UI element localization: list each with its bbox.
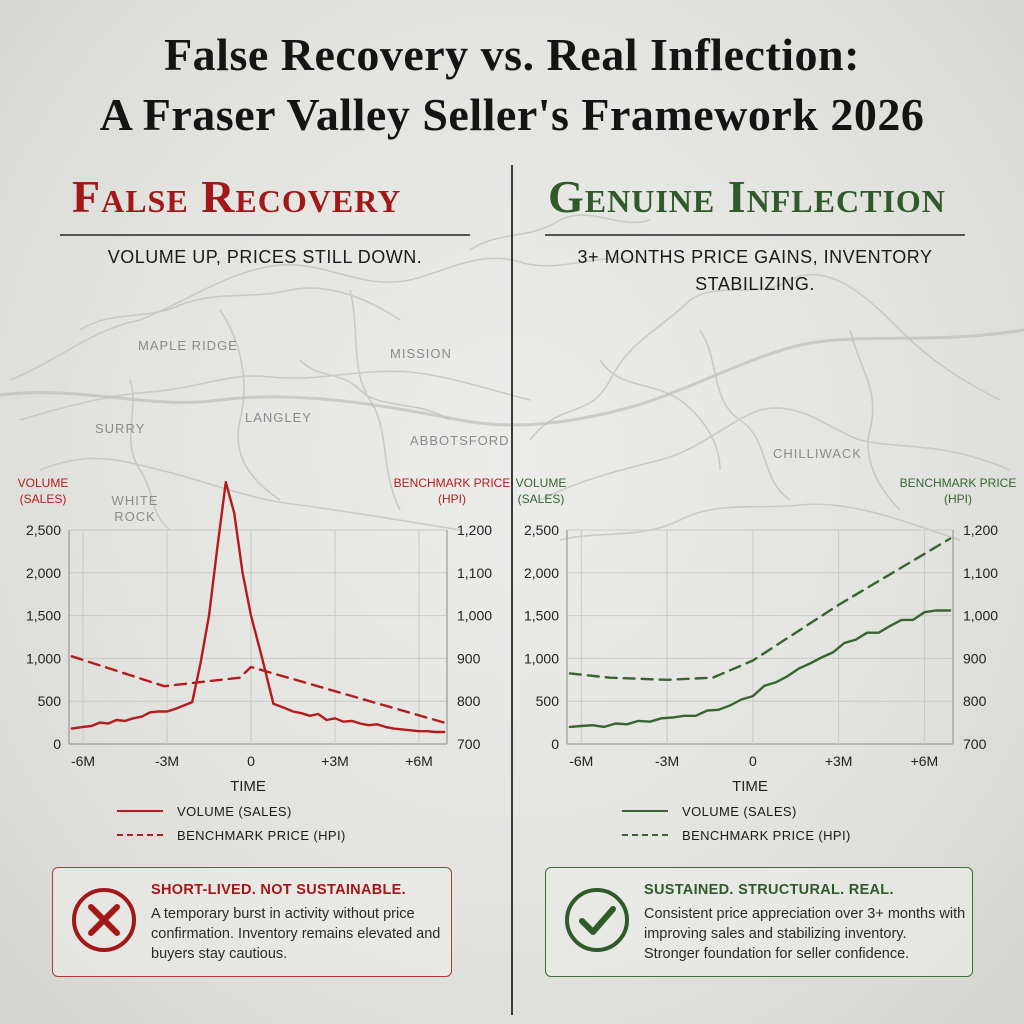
x-tick-label: 0	[749, 753, 757, 769]
y-tick-label-right: 1,000	[457, 608, 492, 624]
page-title-line-2: A Fraser Valley Seller's Framework 2026	[99, 89, 925, 140]
legend-dashed-line	[117, 834, 163, 836]
verdict-text: A temporary burst in activity without pr…	[151, 906, 441, 962]
legend-solid-line	[622, 810, 668, 812]
false-recovery-subtitle: VOLUME UP, PRICES STILL DOWN.	[107, 247, 423, 267]
map-label-surry: SURRY	[95, 421, 146, 436]
legend-label-volume: VOLUME (SALES)	[177, 803, 292, 819]
page-title-line-1: False Recovery vs. Real Inflection:	[164, 29, 860, 80]
y-tick-label-left: 0	[53, 736, 61, 752]
map-label-white-rock: WHITE ROCK	[111, 493, 159, 524]
genuine-inflection-heading: Genuine Inflection	[548, 171, 946, 222]
x-tick-label: +6M	[405, 753, 433, 769]
map-label-mission: MISSION	[390, 346, 452, 361]
legend-solid-line	[117, 810, 163, 812]
benchmark-price-line	[568, 537, 952, 681]
legend-item-price: BENCHMARK PRICE (HPI)	[622, 823, 851, 847]
y-tick-label-right: 800	[457, 693, 481, 709]
x-tick-label: +6M	[911, 753, 939, 769]
x-axis-title: TIME	[230, 778, 266, 795]
y-tick-label-left: 0	[551, 736, 559, 752]
x-tick-label: -3M	[655, 753, 679, 769]
y-tick-label-left: 1,500	[524, 608, 559, 624]
check-circle-icon	[565, 888, 629, 952]
y-tick-label-left: 500	[38, 693, 62, 709]
right-heading-rule	[545, 234, 965, 236]
benchmark-price-line	[70, 655, 446, 724]
y-tick-label-right: 1,000	[963, 608, 998, 624]
false-recovery-heading: False Recovery	[72, 171, 402, 222]
y-tick-label-left: 2,000	[524, 565, 559, 581]
genuine-inflection-verdict-box: SUSTAINED. STRUCTURAL. REAL. Consistent …	[545, 867, 973, 977]
verdict-heading: SUSTAINED. STRUCTURAL. REAL.	[644, 882, 894, 898]
legend-item-price: BENCHMARK PRICE (HPI)	[117, 823, 346, 847]
y-tick-label-right: 800	[963, 693, 987, 709]
x-tick-label: -6M	[569, 753, 593, 769]
x-tick-label: -6M	[71, 753, 95, 769]
verdict-heading: SHORT-LIVED. NOT SUSTAINABLE.	[151, 882, 406, 898]
y-tick-label-left: 2,000	[26, 565, 61, 581]
y-axis-title-left: VOLUME	[18, 476, 69, 490]
y-axis-title-left: VOLUME	[516, 476, 567, 490]
genuine-inflection-legend: VOLUME (SALES) BENCHMARK PRICE (HPI)	[622, 799, 851, 847]
y-tick-label-left: 2,500	[26, 522, 61, 538]
y-tick-label-left: 1,000	[524, 650, 559, 666]
x-circle-icon	[72, 888, 136, 952]
volume-sales-line	[70, 480, 446, 734]
false-recovery-verdict-box: SHORT-LIVED. NOT SUSTAINABLE. A temporar…	[52, 867, 452, 977]
y-tick-label-left: 1,000	[26, 650, 61, 666]
left-heading-rule	[60, 234, 470, 236]
legend-label-price: BENCHMARK PRICE (HPI)	[177, 827, 346, 843]
y-tick-label-right: 1,100	[963, 565, 998, 581]
center-divider	[511, 165, 513, 1015]
map-label-maple-ridge: MAPLE RIDGE	[138, 338, 238, 353]
y-tick-label-left: 1,500	[26, 608, 61, 624]
false-recovery-legend: VOLUME (SALES) BENCHMARK PRICE (HPI)	[117, 799, 346, 847]
x-tick-label: +3M	[321, 753, 349, 769]
x-tick-label: -3M	[155, 753, 179, 769]
legend-label-price: BENCHMARK PRICE (HPI)	[682, 827, 851, 843]
verdict-text: Consistent price appreciation over 3+ mo…	[644, 906, 966, 962]
map-label-chilliwack: CHILLIWACK	[773, 446, 862, 461]
legend-item-volume: VOLUME (SALES)	[117, 799, 346, 823]
y-axis-title-right: BENCHMARK PRICE	[394, 476, 511, 490]
y-axis-title-left-line2: (SALES)	[518, 492, 565, 506]
genuine-inflection-subtitle: 3+ MONTHS PRICE GAINS, INVENTORY STABILI…	[577, 247, 933, 294]
x-tick-label: 0	[247, 753, 255, 769]
x-axis-title: TIME	[732, 778, 768, 795]
volume-sales-line	[568, 609, 952, 729]
legend-item-volume: VOLUME (SALES)	[622, 799, 851, 823]
y-axis-title-right-line2: (HPI)	[944, 492, 972, 506]
y-tick-label-right: 900	[457, 650, 481, 666]
y-tick-label-right: 700	[457, 736, 481, 752]
map-label-langley: LANGLEY	[245, 410, 312, 425]
legend-label-volume: VOLUME (SALES)	[682, 803, 797, 819]
y-tick-label-right: 900	[963, 650, 987, 666]
y-axis-title-right: BENCHMARK PRICE	[900, 476, 1017, 490]
legend-dashed-line	[622, 834, 668, 836]
y-axis-title-left-line2: (SALES)	[20, 492, 67, 506]
y-tick-label-right: 1,100	[457, 565, 492, 581]
y-axis-title-right-line2: (HPI)	[438, 492, 466, 506]
y-tick-label-left: 500	[536, 693, 560, 709]
x-tick-label: +3M	[825, 753, 853, 769]
y-tick-label-left: 2,500	[524, 522, 559, 538]
map-label-abbotsford: ABBOTSFORD	[410, 433, 510, 448]
y-tick-label-right: 1,200	[963, 522, 998, 538]
y-tick-label-right: 1,200	[457, 522, 492, 538]
y-tick-label-right: 700	[963, 736, 987, 752]
